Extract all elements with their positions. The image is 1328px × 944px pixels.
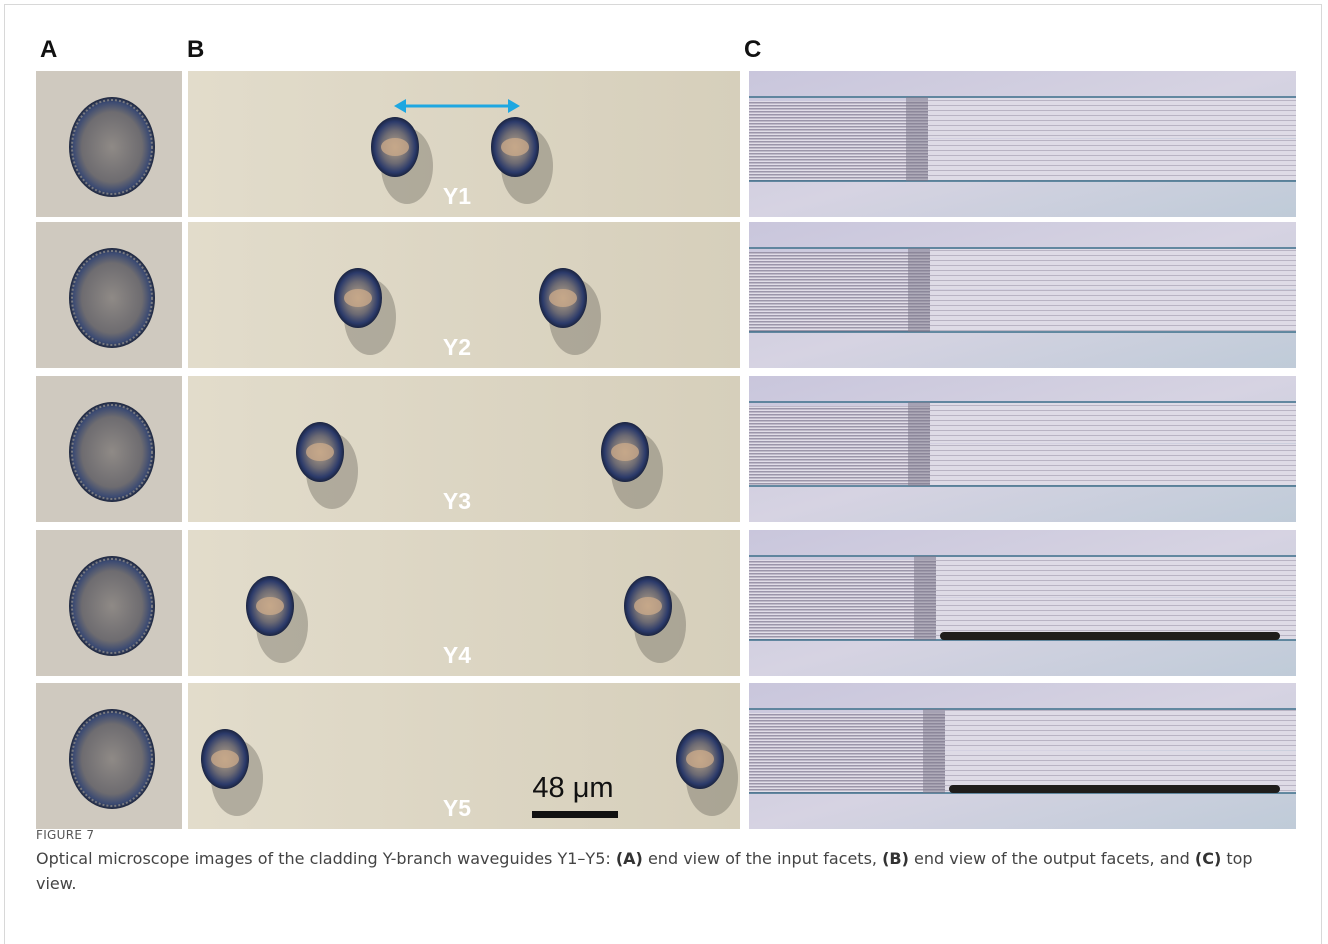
waveguide-branch bbox=[936, 557, 1296, 597]
waveguide-input bbox=[749, 560, 936, 640]
core-center bbox=[344, 289, 372, 307]
junction bbox=[908, 248, 930, 332]
waveguide-branch bbox=[930, 249, 1296, 289]
caption-text: Optical microscope images of the claddin… bbox=[36, 849, 616, 868]
row-label: Y5 bbox=[443, 795, 471, 821]
panel-label: B bbox=[187, 36, 204, 63]
waveguide-branch bbox=[928, 139, 1296, 181]
waveguide-branch bbox=[945, 710, 1296, 750]
figure-label: FIGURE 7 bbox=[36, 828, 94, 842]
row-label: Y1 bbox=[443, 183, 471, 209]
figure-images: A B C Y1 Y2 Y3 Y4 Y5 48 μm bbox=[0, 0, 1328, 835]
scale-bar bbox=[532, 811, 618, 818]
figure-caption: Optical microscope images of the claddin… bbox=[36, 846, 1276, 896]
groove bbox=[940, 632, 1280, 640]
facet bbox=[69, 709, 155, 809]
caption-text: end view of the input facets, bbox=[643, 849, 882, 868]
caption-ref: (C) bbox=[1195, 849, 1221, 868]
waveguide-input bbox=[749, 713, 945, 793]
groove bbox=[949, 785, 1280, 793]
junction bbox=[906, 97, 928, 181]
facet bbox=[69, 402, 155, 502]
core-center bbox=[686, 750, 714, 768]
facet bbox=[69, 248, 155, 348]
waveguide-input bbox=[749, 101, 928, 181]
waveguide-branch bbox=[930, 403, 1296, 443]
scale-label: 48 μm bbox=[532, 772, 613, 804]
page: Figure 7 html, body { margin: 0; padding… bbox=[0, 0, 1328, 942]
caption-ref: (A) bbox=[616, 849, 643, 868]
core-center bbox=[611, 443, 639, 461]
junction bbox=[914, 556, 936, 640]
core-center bbox=[634, 597, 662, 615]
panel-label: A bbox=[40, 36, 57, 63]
core-center bbox=[306, 443, 334, 461]
core-center bbox=[256, 597, 284, 615]
waveguide-branch bbox=[930, 444, 1296, 486]
row-label: Y3 bbox=[443, 488, 471, 514]
core-center bbox=[211, 750, 239, 768]
core-center bbox=[381, 138, 409, 156]
waveguide-input bbox=[749, 406, 930, 486]
row-label: Y4 bbox=[443, 642, 471, 668]
core-center bbox=[501, 138, 529, 156]
body: {"figure": { "panels": ["A", "B", "C"], … bbox=[0, 0, 1328, 942]
junction bbox=[908, 402, 930, 486]
panel-label: C bbox=[744, 36, 761, 63]
caption-text: end view of the output facets, and bbox=[909, 849, 1195, 868]
waveguide-input bbox=[749, 252, 930, 332]
waveguide-branch bbox=[930, 290, 1296, 332]
core-center bbox=[549, 289, 577, 307]
caption-ref: (B) bbox=[882, 849, 909, 868]
facet bbox=[69, 97, 155, 197]
facet bbox=[69, 556, 155, 656]
row-label: Y2 bbox=[443, 334, 471, 360]
waveguide-branch bbox=[928, 98, 1296, 138]
junction bbox=[923, 709, 945, 793]
